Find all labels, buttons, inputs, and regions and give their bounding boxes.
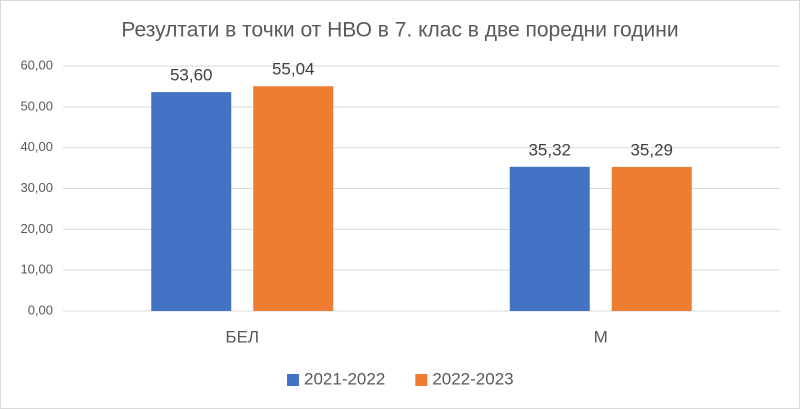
legend-label: 2022-2023 [432, 369, 513, 388]
bar [253, 86, 334, 312]
chart-title: Резултати в точки от НВО в 7. клас в две… [121, 19, 678, 42]
y-tick-label: 10,00 [20, 262, 53, 277]
value-label: 35,29 [630, 140, 673, 159]
y-tick-label: 50,00 [20, 98, 53, 113]
value-label: 53,60 [170, 66, 213, 85]
bar [151, 92, 232, 311]
y-tick-label: 60,00 [20, 57, 53, 72]
y-tick-label: 40,00 [20, 139, 53, 154]
legend-label: 2021-2022 [304, 369, 385, 388]
x-tick-label: М [594, 327, 608, 346]
legend-swatch [415, 374, 428, 386]
legend-swatch [287, 374, 299, 386]
value-label: 35,32 [528, 140, 571, 159]
bar [509, 166, 590, 311]
value-label: 55,04 [272, 60, 315, 79]
y-tick-label: 30,00 [20, 180, 53, 195]
y-tick-label: 20,00 [20, 221, 53, 236]
bar [611, 166, 692, 311]
x-tick-label: БЕЛ [225, 327, 259, 346]
y-tick-label: 0,00 [28, 302, 53, 317]
